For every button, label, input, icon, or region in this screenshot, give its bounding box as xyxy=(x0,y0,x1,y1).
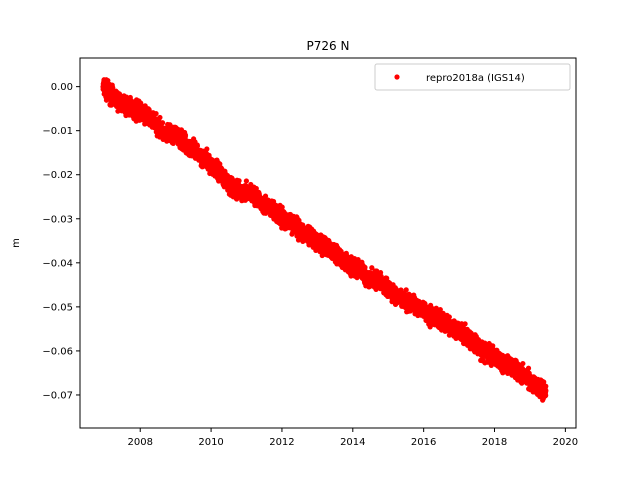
data-point xyxy=(338,248,344,254)
y-axis-label: m xyxy=(11,238,22,248)
data-point xyxy=(217,161,223,167)
chart-title: P726 N xyxy=(307,39,350,53)
data-point xyxy=(462,321,468,327)
x-tick-label: 2012 xyxy=(269,437,294,448)
data-points xyxy=(100,77,549,403)
x-tick-label: 2014 xyxy=(340,437,365,448)
data-point xyxy=(204,146,210,152)
data-point xyxy=(153,111,159,117)
x-tick-label: 2016 xyxy=(411,437,436,448)
y-tick-label: −0.07 xyxy=(42,390,73,401)
data-point xyxy=(485,359,491,365)
y-axis: 0.00 −0.01 −0.02 −0.03 −0.04 −0.05 −0.06 −0.07 xyxy=(42,82,80,401)
data-point xyxy=(446,314,452,320)
x-tick-label: 2008 xyxy=(128,437,153,448)
data-point xyxy=(543,392,549,398)
x-tick-label: 2010 xyxy=(198,437,223,448)
data-point xyxy=(159,120,166,126)
data-point xyxy=(355,257,361,263)
y-tick-label: −0.02 xyxy=(42,170,73,181)
legend: repro2018a (IGS14) xyxy=(374,63,571,91)
legend-box xyxy=(374,63,571,91)
data-point xyxy=(369,265,375,271)
data-point xyxy=(543,383,549,389)
data-point xyxy=(520,360,526,367)
x-tick-label: 2018 xyxy=(482,437,507,448)
y-tick-label: −0.01 xyxy=(42,126,73,137)
data-point xyxy=(182,132,189,138)
y-tick-label: −0.05 xyxy=(42,302,73,313)
data-point xyxy=(157,114,163,121)
data-point xyxy=(110,84,116,91)
plot-frame xyxy=(79,57,577,429)
data-point xyxy=(403,287,409,293)
y-tick-label: −0.03 xyxy=(42,214,73,225)
data-point xyxy=(384,275,390,281)
data-point xyxy=(243,178,249,184)
data-point xyxy=(437,307,443,313)
y-tick-label: −0.04 xyxy=(42,258,73,269)
data-point xyxy=(433,305,439,311)
y-tick-label: 0.00 xyxy=(51,82,73,93)
legend-marker xyxy=(394,74,400,80)
data-point xyxy=(253,185,259,192)
data-point xyxy=(525,365,532,371)
legend-label: repro2018a (IGS14) xyxy=(426,73,525,84)
data-point xyxy=(543,387,549,394)
x-tick-label: 2020 xyxy=(553,437,578,448)
x-axis: 2008 2010 2012 2014 2016 2018 2020 xyxy=(128,428,578,448)
y-tick-label: −0.06 xyxy=(42,346,73,357)
data-point xyxy=(236,178,242,184)
data-point xyxy=(362,264,368,270)
